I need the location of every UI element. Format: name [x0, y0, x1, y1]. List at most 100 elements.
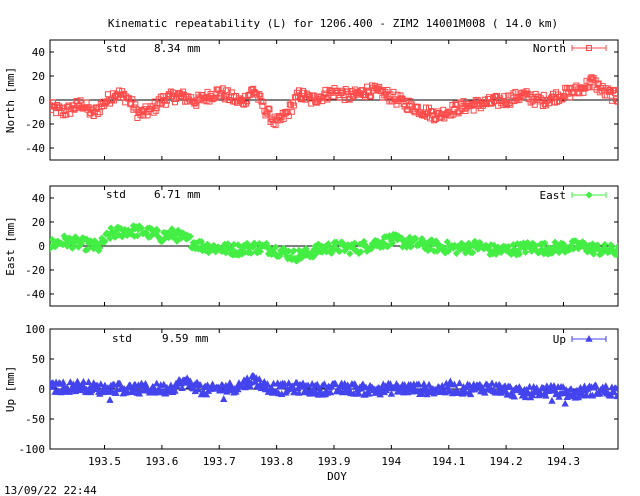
data-point	[445, 385, 453, 393]
data-point	[542, 391, 550, 399]
x-tick-label: 194	[381, 455, 401, 468]
data-point	[220, 93, 227, 100]
data-point	[104, 91, 111, 98]
y-axis-label: East [mm]	[4, 216, 17, 276]
data-point	[582, 391, 591, 399]
data-point	[613, 251, 618, 259]
data-point	[285, 112, 292, 119]
data-point	[351, 239, 359, 247]
data-point	[521, 393, 530, 401]
y-tick-label: 20	[32, 70, 45, 83]
data-point	[112, 388, 120, 396]
x-tick-label: 193.8	[260, 455, 293, 468]
data-point	[591, 381, 600, 389]
data-point	[423, 113, 430, 120]
data-point	[368, 92, 375, 99]
data-point	[425, 380, 433, 388]
data-point	[280, 115, 287, 122]
data-point	[153, 379, 161, 387]
data-point	[559, 383, 567, 390]
x-tick-label: 193.9	[317, 455, 350, 468]
data-point	[612, 384, 618, 392]
data-point	[295, 388, 303, 396]
data-point	[77, 97, 84, 104]
data-point	[457, 99, 464, 106]
data-point	[288, 108, 295, 115]
data-point	[561, 399, 569, 407]
data-point	[272, 243, 280, 251]
timestamp: 13/09/22 22:44	[4, 484, 97, 496]
x-tick-label: 194.3	[547, 455, 580, 468]
data-point	[84, 245, 92, 253]
data-point	[602, 382, 610, 390]
x-tick-label: 194.1	[432, 455, 465, 468]
x-tick-label: 194.2	[490, 455, 523, 468]
data-point	[357, 248, 365, 256]
data-point	[50, 381, 58, 389]
legend-marker	[585, 191, 593, 199]
data-point	[217, 385, 225, 393]
east-panel: 40 20 0 -20 -40 East [mm] std 6.71 mm East	[4, 185, 619, 307]
data-point	[202, 390, 211, 398]
data-point	[415, 380, 423, 388]
legend-label: North	[533, 42, 566, 55]
data-point	[433, 247, 441, 255]
data-point	[346, 250, 354, 258]
x-axis-label: DOY	[327, 470, 347, 483]
data-point	[90, 113, 97, 120]
std-value: 9.59 mm	[162, 332, 209, 345]
data-point	[284, 108, 291, 115]
data-point	[322, 86, 329, 93]
data-point	[481, 388, 489, 396]
data-point	[537, 95, 544, 102]
data-point	[450, 380, 459, 388]
data-point	[311, 92, 318, 99]
data-point	[135, 389, 144, 397]
y-tick-label: -50	[25, 413, 45, 426]
data-point	[488, 379, 496, 387]
data-point	[320, 380, 329, 388]
data-point	[66, 378, 74, 386]
data-point	[53, 110, 60, 117]
data-point	[567, 385, 575, 393]
data-point	[613, 98, 618, 105]
data-point	[384, 242, 392, 250]
data-point	[73, 377, 82, 385]
data-point	[610, 86, 617, 93]
data-point	[85, 104, 92, 111]
data-point	[92, 104, 99, 111]
data-point	[97, 380, 105, 388]
data-point	[133, 232, 141, 240]
data-point	[610, 388, 618, 396]
data-point	[422, 104, 429, 111]
data-point	[541, 239, 549, 247]
y-tick-label: 50	[32, 353, 45, 366]
y-tick-label: -100	[19, 443, 46, 456]
data-point	[140, 112, 147, 119]
data-series	[50, 222, 618, 265]
data-point	[466, 390, 475, 398]
y-tick-label: 20	[32, 216, 45, 229]
data-point	[101, 237, 109, 245]
data-point	[257, 92, 264, 99]
data-point	[290, 102, 297, 109]
legend-label: East	[540, 189, 567, 202]
data-point	[50, 106, 55, 113]
data-point	[589, 76, 596, 83]
data-point	[387, 389, 396, 397]
data-point	[202, 94, 209, 101]
data-point	[220, 395, 228, 403]
data-point	[106, 396, 114, 403]
data-point	[555, 392, 563, 400]
data-point	[186, 232, 194, 240]
data-point	[263, 380, 272, 388]
legend-marker	[586, 45, 592, 51]
data-point	[56, 103, 63, 110]
data-point	[384, 86, 391, 93]
data-point	[359, 380, 367, 388]
y-tick-label: -40	[25, 142, 45, 155]
data-point	[193, 102, 200, 109]
data-point	[153, 104, 160, 111]
data-point	[246, 382, 254, 390]
